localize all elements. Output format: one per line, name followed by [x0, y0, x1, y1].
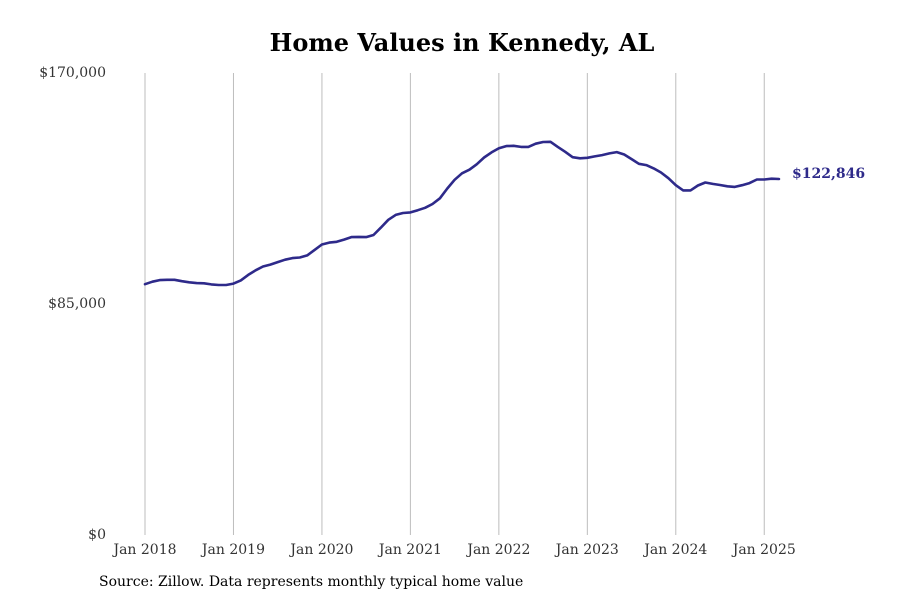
x-tick-label: Jan 2025 [731, 542, 796, 558]
x-tick-label: Jan 2022 [465, 542, 530, 558]
grid-lines [144, 73, 765, 535]
series-line [143, 140, 781, 287]
y-axis: $0 $85,000 $170,000 [39, 65, 106, 543]
x-tick-label: Jan 2019 [200, 542, 265, 558]
y-tick-label: $85,000 [48, 296, 106, 312]
x-tick-label: Jan 2023 [554, 542, 619, 558]
series-layer [143, 140, 781, 287]
x-tick-label: Jan 2024 [642, 542, 707, 558]
y-tick-label: $0 [88, 527, 106, 543]
x-tick-label: Jan 2020 [288, 542, 353, 558]
last-value-label: $122,846 [792, 166, 865, 182]
x-axis: Jan 2018 Jan 2019 Jan 2020 Jan 2021 Jan 2022… [111, 542, 795, 558]
x-tick-label: Jan 2018 [111, 542, 176, 558]
x-tick-label: Jan 2021 [377, 542, 442, 558]
y-tick-label: $170,000 [39, 65, 106, 81]
source-note: Source: Zillow. Data represents monthly … [99, 574, 524, 590]
annotation-layer: $122,846 [792, 166, 865, 182]
chart-title: Home Values in Kennedy, AL [269, 28, 655, 57]
